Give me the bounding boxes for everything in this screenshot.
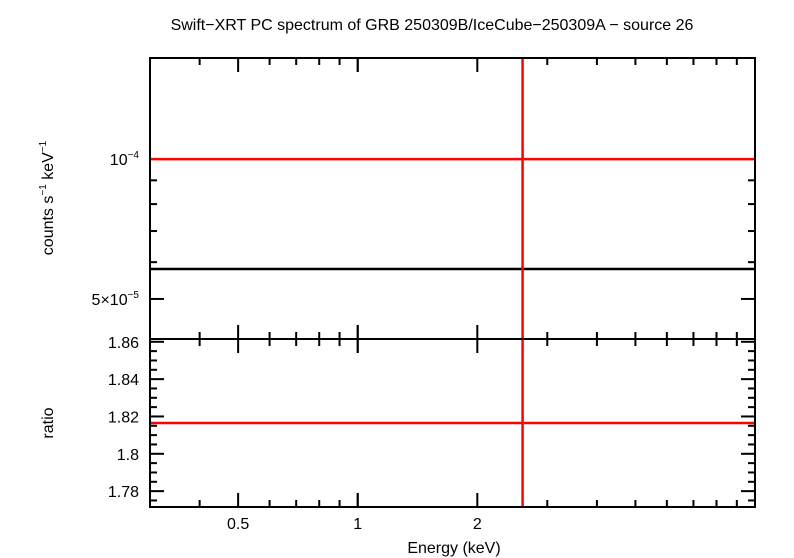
- ylabel-counts-exp-2: −1: [38, 140, 49, 152]
- x-tick-label: 1: [353, 516, 362, 533]
- y-tick-label: 5×10−5: [92, 290, 140, 309]
- bottom-panel: 0.5 1 2 1.78 1.8 1.82 1.84 1.86 ratio Energy (k…: [40, 335, 756, 557]
- y-tick-label-exponent: −4: [128, 150, 140, 161]
- y-axis-label-ratio: ratio: [40, 407, 57, 438]
- top-panel-content: 10−4 5×10−5: [92, 58, 755, 339]
- x-tick-label: 0.5: [227, 516, 249, 533]
- ylabel-counts-exp-1: −1: [38, 184, 49, 196]
- y-axis-label-counts: counts s−1 keV−1: [38, 140, 57, 255]
- bottom-panel-frame: [149, 338, 756, 508]
- bottom-panel-content: 0.5 1 2 1.78 1.8 1.82 1.84 1.86: [108, 335, 755, 533]
- y-tick-label: 1.84: [108, 372, 139, 389]
- y-tick-label: 1.82: [108, 409, 139, 426]
- y-tick-label: 1.8: [117, 447, 139, 464]
- y-tick-label-exponent: −5: [128, 290, 140, 301]
- ylabel-counts-part-2: keV: [40, 152, 57, 184]
- y-tick-label: 10−4: [110, 150, 140, 169]
- x-tick-label: 2: [473, 516, 482, 533]
- chart-title: Swift−XRT PC spectrum of GRB 250309B/Ice…: [171, 17, 694, 34]
- top-panel: 10−45×10−5 counts s−1 keV−1: [38, 57, 756, 340]
- y-tick-label: 1.86: [108, 335, 139, 352]
- y-tick-label-base: 5×10: [92, 292, 128, 309]
- y-tick-label-base: 10: [110, 152, 128, 169]
- top-panel-frame: [149, 57, 756, 340]
- x-axis-label: Energy (keV): [407, 540, 500, 557]
- ylabel-counts-part-1: counts s: [40, 196, 57, 256]
- y-tick-label: 1.78: [108, 484, 139, 501]
